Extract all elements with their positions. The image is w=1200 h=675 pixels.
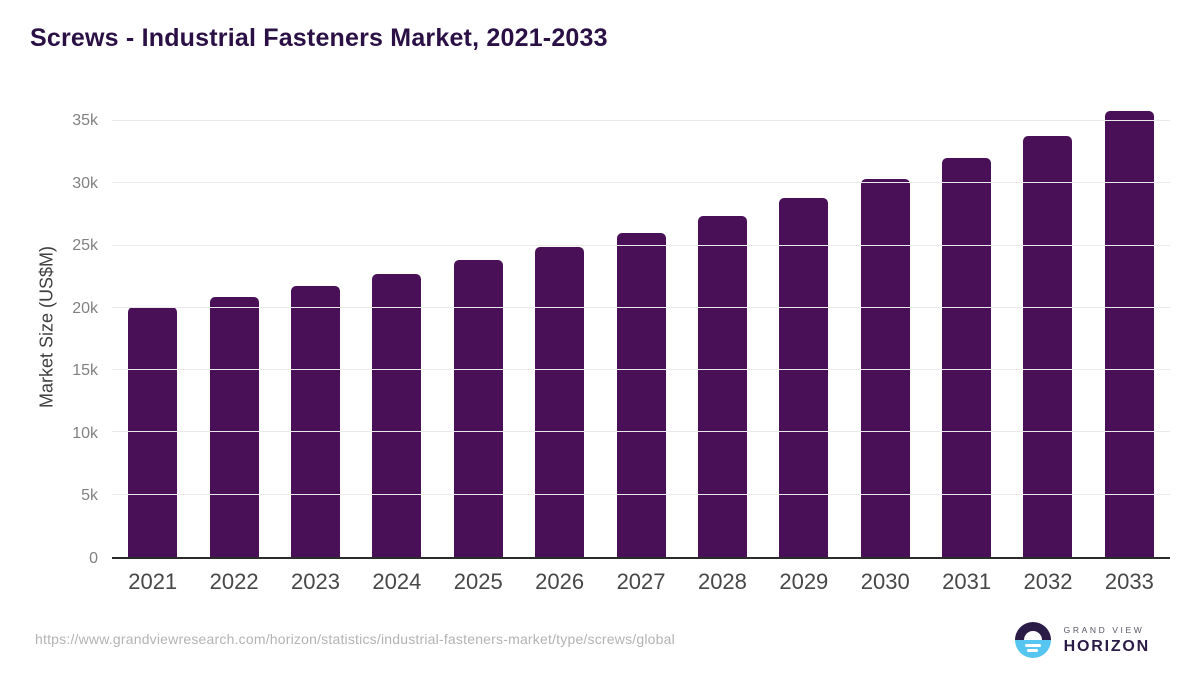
- y-axis-tick-labels: 0 5k 10k 15k 20k 25k 30k 35k: [0, 96, 98, 567]
- bar-slot-2030: [845, 96, 926, 557]
- y-tick-label-0: 0: [89, 550, 98, 567]
- page-title: Screws - Industrial Fasteners Market, 20…: [30, 24, 608, 52]
- bar-2027[interactable]: [616, 233, 666, 557]
- bar-slot-2021: [112, 96, 193, 557]
- bar-slot-2031: [926, 96, 1007, 557]
- bar-2029[interactable]: [779, 198, 829, 557]
- bar-2026[interactable]: [535, 246, 585, 557]
- bar-2030[interactable]: [860, 178, 910, 557]
- bar-2025[interactable]: [453, 260, 503, 557]
- y-tick-label-15k: 15k: [72, 362, 98, 380]
- bar-slot-2023: [275, 96, 356, 557]
- bar-slot-2025: [438, 96, 519, 557]
- bar-slot-2032: [1007, 96, 1088, 557]
- bar-slot-2028: [682, 96, 763, 557]
- y-tick-label-5k: 5k: [81, 487, 98, 505]
- y-tick-label-10k: 10k: [72, 424, 98, 442]
- gridline-30k: [112, 182, 1170, 184]
- bar-slot-2027: [600, 96, 681, 557]
- x-tick-label-2022: 2022: [209, 569, 259, 594]
- bar-2031[interactable]: [942, 158, 992, 557]
- y-tick-label-25k: 25k: [72, 237, 98, 255]
- bar-2022[interactable]: [209, 296, 259, 557]
- bar-slot-2022: [193, 96, 274, 557]
- source-url: https://www.grandviewresearch.com/horizo…: [35, 631, 675, 647]
- grand-view-horizon-logo: GRAND VIEW HORIZON: [1014, 622, 1150, 658]
- y-tick-label-35k: 35k: [72, 112, 98, 130]
- logo-text-grand-view: GRAND VIEW: [1063, 624, 1145, 635]
- x-tick-label-2029: 2029: [779, 569, 829, 594]
- gridline-10k: [112, 431, 1170, 433]
- bar-2033[interactable]: [1104, 110, 1154, 557]
- bar-slot-2024: [356, 96, 437, 557]
- y-tick-label-30k: 30k: [72, 174, 98, 192]
- x-axis-tick-labels: 2021 2022 2023 2024 2025 2026 2027 2028 2029 2030…: [112, 569, 1170, 595]
- horizon-sun-icon: [1014, 622, 1051, 658]
- bar-2024[interactable]: [372, 274, 422, 557]
- x-tick-label-2025: 2025: [453, 569, 503, 594]
- gridline-20k: [112, 306, 1170, 308]
- x-tick-label-2021: 2021: [128, 569, 178, 594]
- y-tick-label-20k: 20k: [72, 299, 98, 317]
- gridline-25k: [112, 244, 1170, 246]
- x-tick-label-2033: 2033: [1104, 569, 1154, 594]
- bar-chart-plot-area: [112, 96, 1170, 559]
- x-tick-label-2030: 2030: [860, 569, 910, 594]
- bar-slot-2026: [519, 96, 600, 557]
- x-tick-label-2032: 2032: [1023, 569, 1073, 594]
- x-tick-label-2026: 2026: [535, 569, 585, 594]
- x-tick-label-2027: 2027: [616, 569, 666, 594]
- bar-slot-2033: [1089, 96, 1170, 557]
- gridline-35k: [112, 119, 1170, 121]
- x-tick-label-2031: 2031: [942, 569, 992, 594]
- bar-series: [112, 96, 1170, 557]
- gridline-15k: [112, 369, 1170, 371]
- bar-2028[interactable]: [697, 216, 747, 557]
- bar-2032[interactable]: [1023, 135, 1073, 557]
- x-tick-label-2024: 2024: [372, 569, 422, 594]
- bar-2023[interactable]: [290, 286, 340, 557]
- bar-slot-2029: [763, 96, 844, 557]
- x-tick-label-2028: 2028: [697, 569, 747, 594]
- x-tick-label-2023: 2023: [291, 569, 340, 594]
- gridline-5k: [112, 493, 1170, 495]
- logo-text-horizon: HORIZON: [1063, 637, 1150, 655]
